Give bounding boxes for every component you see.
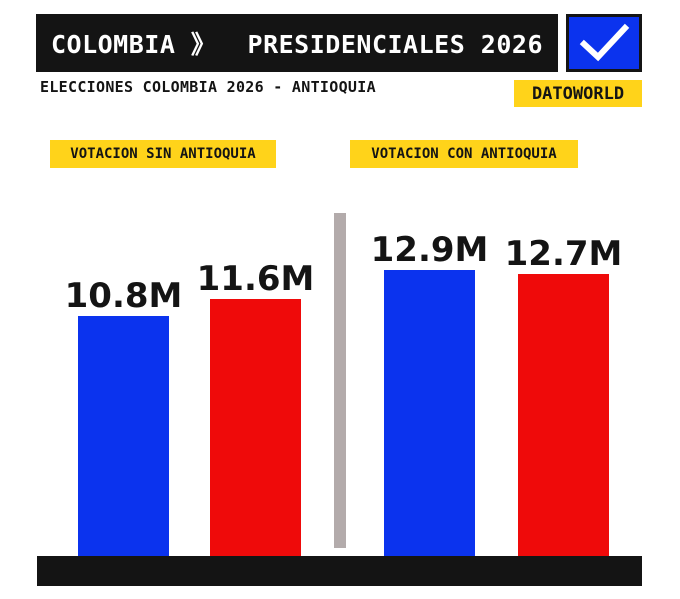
data-label: 12.9M xyxy=(370,229,489,270)
brand-badge: DATOWORLD xyxy=(514,80,642,107)
checkmark-icon-svg xyxy=(579,23,630,62)
data-label: 11.6M xyxy=(196,258,315,299)
panel-title-con-antioquia: VOTACION CON ANTIOQUIA xyxy=(350,140,578,168)
bar-abelardo-sin xyxy=(78,316,169,556)
chart-title: COLOMBIA 》 PRESIDENCIALES 2026 xyxy=(36,14,558,72)
bar-cepeda-con xyxy=(518,274,609,556)
bar-cepeda-sin xyxy=(210,298,301,556)
panel-title-sin-antioquia: VOTACION SIN ANTIOQUIA xyxy=(50,140,276,168)
chart-subtitle: ELECCIONES COLOMBIA 2026 - ANTIOQUIA xyxy=(40,78,376,96)
data-label: 12.7M xyxy=(504,234,623,275)
checkmark-icon xyxy=(566,14,642,72)
panel-divider xyxy=(334,213,346,548)
data-label: 10.8M xyxy=(64,276,183,317)
category-axis-bar xyxy=(37,556,642,586)
bar-abelardo-con xyxy=(384,269,475,556)
